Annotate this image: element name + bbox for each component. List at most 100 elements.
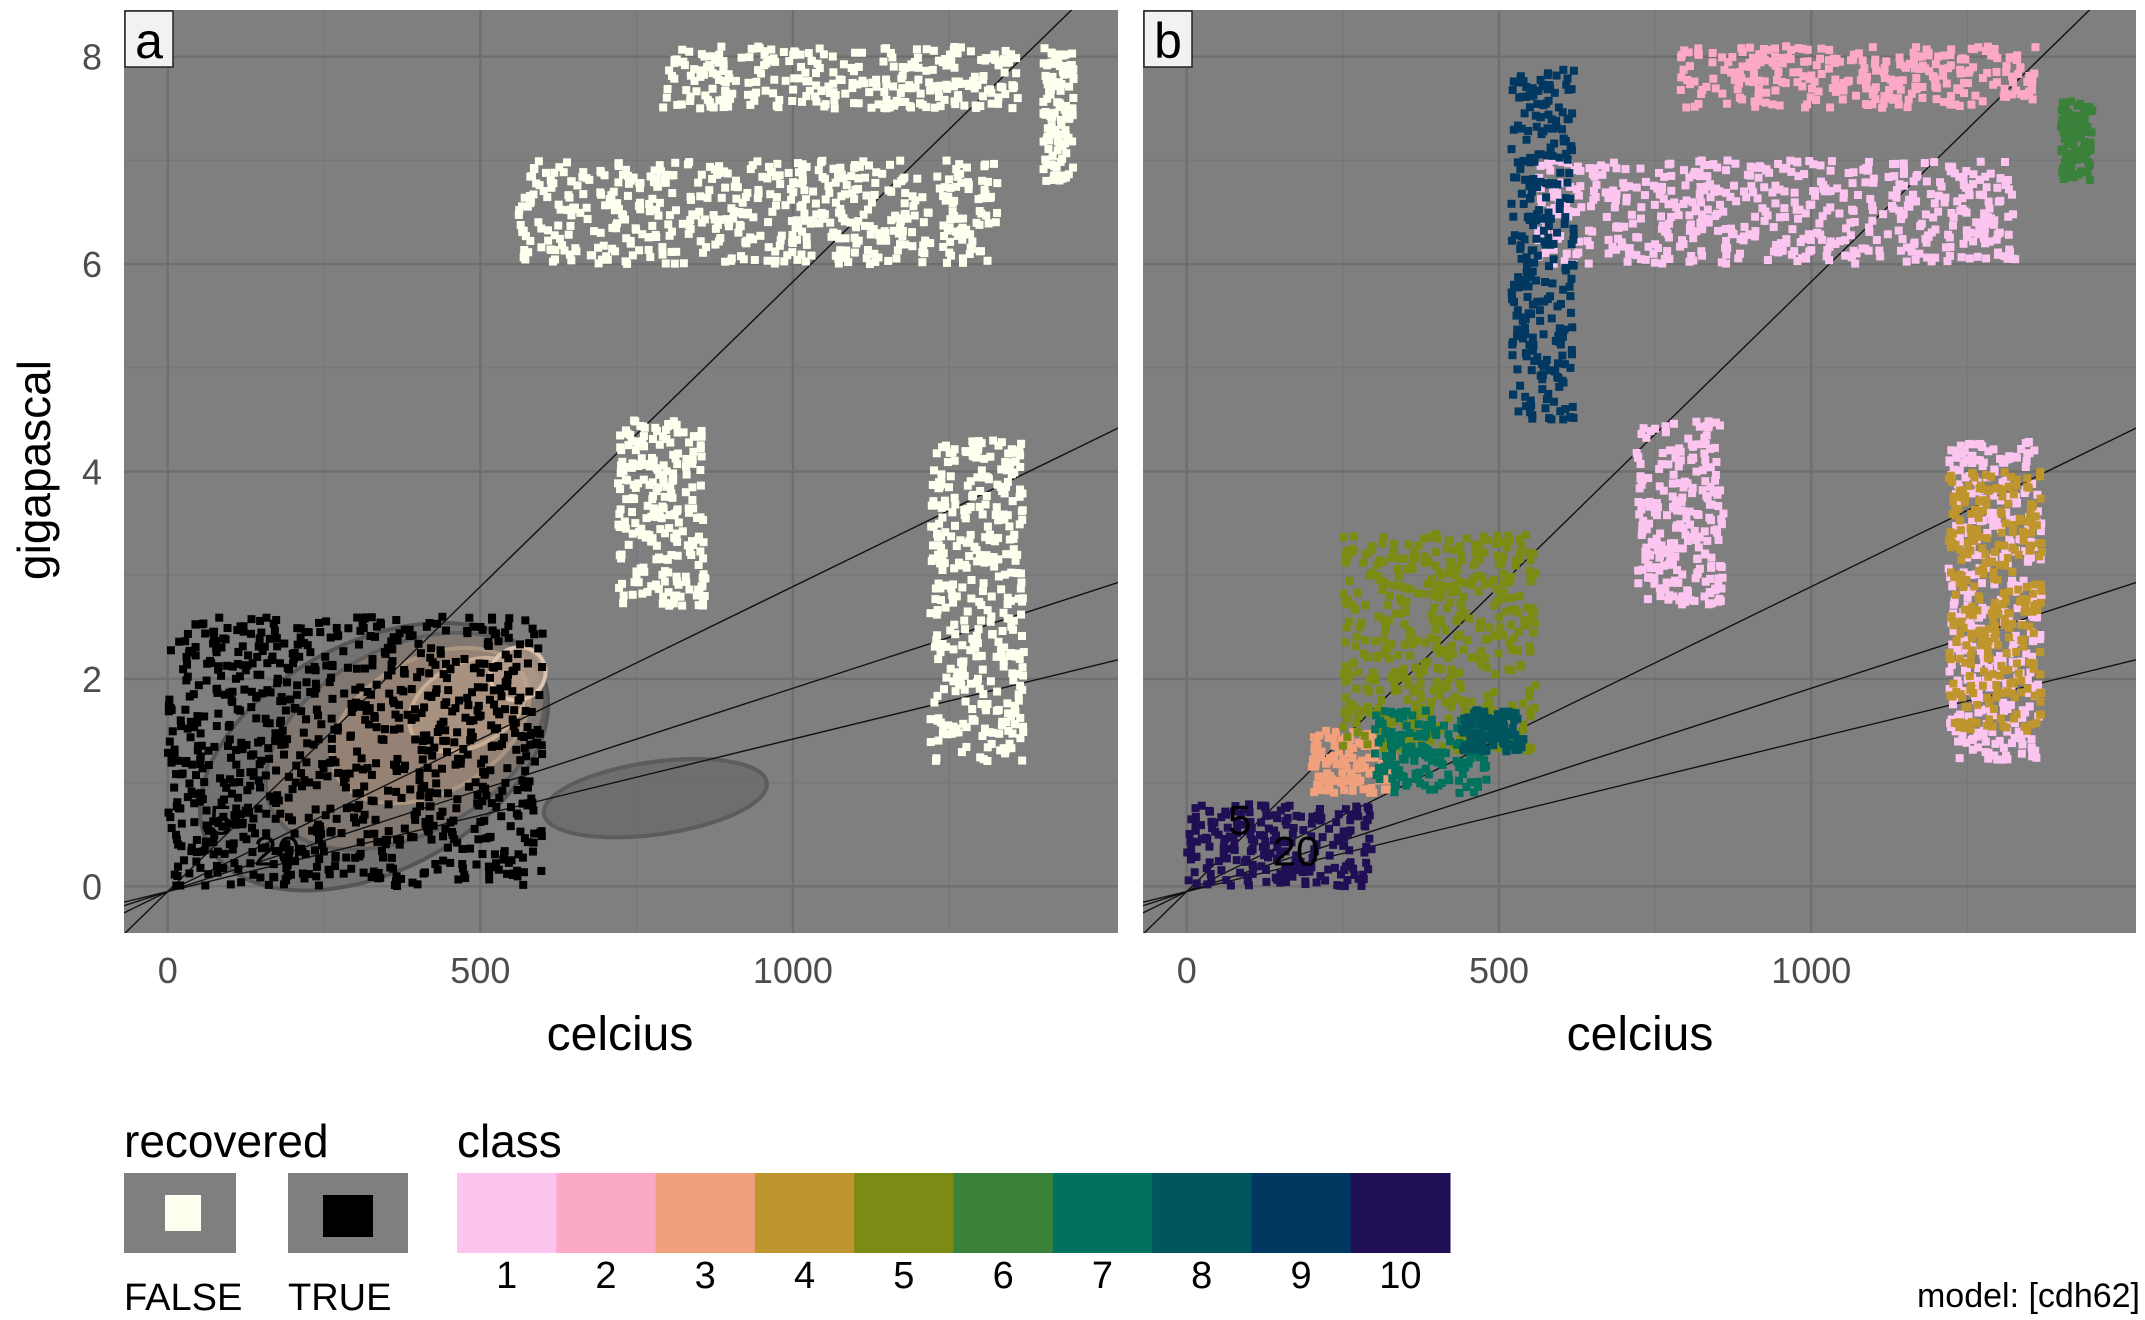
data-point [648, 434, 657, 443]
data-point [1387, 553, 1396, 562]
plot-area [124, 10, 1118, 933]
data-point [1039, 165, 1048, 174]
data-point [1967, 100, 1976, 109]
data-point [2023, 675, 2032, 684]
data-point [1005, 58, 1014, 67]
data-point [1895, 53, 1904, 62]
data-point [2036, 631, 2045, 640]
data-point [239, 832, 248, 841]
data-point [1854, 49, 1863, 58]
data-point [875, 231, 884, 240]
data-point [2018, 594, 2027, 603]
data-point [1003, 511, 1012, 520]
data-point [1679, 483, 1688, 492]
line-label: 5 [209, 796, 232, 843]
data-point [2064, 117, 2073, 126]
data-point [1378, 586, 1387, 595]
data-point [1956, 690, 1965, 699]
data-point [407, 715, 416, 724]
data-point [2007, 90, 2016, 99]
data-point [389, 864, 398, 873]
data-point [655, 440, 664, 449]
data-point [284, 772, 293, 781]
reference-line [1143, 427, 2136, 914]
data-point [1478, 572, 1487, 581]
data-point [1063, 66, 1072, 75]
data-point [982, 551, 991, 560]
data-point [1477, 660, 1486, 669]
data-point [1969, 689, 1978, 698]
data-point [2013, 604, 2022, 613]
data-point [672, 247, 681, 256]
data-point [1429, 617, 1438, 626]
data-point [1392, 609, 1401, 618]
data-point [974, 195, 983, 204]
data-point [1918, 93, 1927, 102]
data-point [930, 642, 939, 651]
data-point [528, 172, 537, 181]
data-point [537, 224, 546, 233]
data-point [971, 643, 980, 652]
data-point [2036, 697, 2045, 706]
data-point [1357, 618, 1366, 627]
data-point [1959, 239, 1968, 248]
data-point [1465, 614, 1474, 623]
data-point [1505, 638, 1514, 647]
data-point [1450, 571, 1459, 580]
data-point [1525, 692, 1534, 701]
data-point [1955, 466, 1964, 475]
data-point [190, 723, 199, 732]
data-point [1397, 582, 1406, 591]
data-point [990, 537, 999, 546]
data-point [749, 235, 758, 244]
data-point [1674, 211, 1683, 220]
data-point [1576, 182, 1585, 191]
data-point [528, 847, 537, 856]
data-point [1826, 237, 1835, 246]
data-point [2036, 494, 2045, 503]
data-point [1993, 687, 2002, 696]
data-point [1384, 600, 1393, 609]
data-point [2020, 607, 2029, 616]
data-point [967, 594, 976, 603]
data-point [807, 56, 816, 65]
data-point [463, 629, 472, 638]
data-point [847, 63, 856, 72]
data-point [842, 246, 851, 255]
data-point [1332, 776, 1341, 785]
data-point [1939, 71, 1948, 80]
data-point [1719, 207, 1728, 216]
data-point [306, 648, 315, 657]
data-point [424, 746, 433, 755]
data-point [1016, 485, 1025, 494]
data-point [1365, 753, 1374, 762]
data-point [1496, 744, 1505, 753]
data-point [1655, 464, 1664, 473]
data-point [1400, 554, 1409, 563]
data-point [249, 814, 258, 823]
data-point [418, 755, 427, 764]
data-point [665, 211, 674, 220]
data-point [852, 223, 861, 232]
data-point [2087, 128, 2096, 137]
data-point [478, 797, 487, 806]
data-point [1952, 688, 1961, 697]
data-point [1444, 714, 1453, 723]
data-point [656, 525, 665, 534]
data-point [1833, 184, 1842, 193]
data-point [1480, 580, 1489, 589]
data-point [485, 875, 494, 884]
data-point [943, 84, 952, 93]
data-point [995, 729, 1004, 738]
data-point [1975, 175, 1984, 184]
data-point [678, 219, 687, 228]
data-point [1905, 195, 1914, 204]
data-point [1320, 785, 1329, 794]
data-point [1395, 673, 1404, 682]
data-point [1438, 619, 1447, 628]
data-point [1584, 259, 1593, 268]
data-point [2063, 139, 2072, 148]
data-point [1714, 226, 1723, 235]
data-point [654, 584, 663, 593]
data-point [1467, 697, 1476, 706]
